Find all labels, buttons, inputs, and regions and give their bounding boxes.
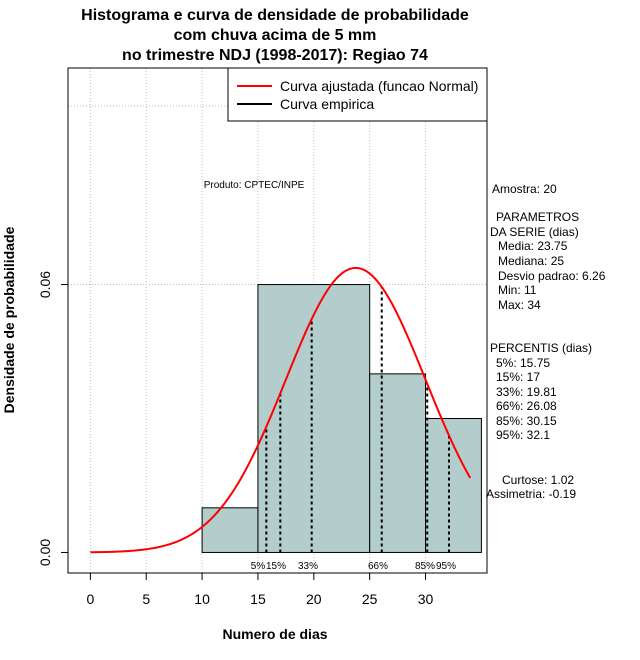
histogram-bar [201, 507, 259, 553]
stats-line: 66%: 26.08 [496, 399, 557, 413]
chart-title-line: no trimestre NDJ (1998-2017): Regiao 74 [122, 47, 428, 64]
stats-line: Max: 34 [498, 298, 541, 312]
stats-line: Amostra: 20 [492, 182, 557, 196]
legend-box [227, 67, 488, 122]
x-tick-label: 20 [306, 591, 322, 607]
stats-line: Assimetria: -0.19 [486, 487, 576, 501]
chart-title-line: com chuva acima de 5 mm [174, 27, 377, 44]
legend-label: Curva empirica [280, 96, 374, 112]
stats-line: 33%: 19.81 [496, 385, 557, 399]
histogram-bar [257, 284, 371, 553]
x-axis-label: Numero de dias [222, 626, 327, 642]
x-tick-label: 25 [362, 591, 378, 607]
x-tick-label: 30 [418, 591, 434, 607]
chart-title-line: Histograma e curva de densidade de proba… [81, 7, 469, 24]
normal-fit-curve [90, 266, 472, 554]
y-tick-label: 0.06 [37, 271, 53, 298]
percentile-label: 85% [415, 561, 435, 572]
stats-line: Curtose: 1.02 [502, 473, 574, 487]
x-tick-label: 5 [142, 591, 150, 607]
stats-line: DA SERIE (dias) [490, 225, 579, 239]
stats-line: PERCENTIS (dias) [490, 341, 592, 355]
legend-label: Curva ajustada (funcao Normal) [280, 78, 478, 94]
stats-line: Desvio padrao: 6.26 [498, 269, 606, 283]
x-tick-label: 0 [86, 591, 94, 607]
histogram-bar [369, 373, 427, 553]
y-axis-label: Densidade de probabilidade [1, 226, 17, 413]
stats-line: 15%: 17 [496, 370, 540, 384]
y-tick-label: 0.00 [37, 539, 53, 566]
stats-line: Min: 11 [498, 283, 537, 297]
percentile-label: 15% [266, 561, 286, 572]
histogram-bar [425, 418, 482, 553]
percentile-label: 66% [368, 561, 388, 572]
stats-line: 95%: 32.1 [496, 428, 550, 442]
x-tick-label: 10 [194, 591, 210, 607]
stats-line: 5%: 15.75 [496, 356, 550, 370]
stats-line: PARAMETROS [496, 210, 579, 224]
product-annotation: Produto: CPTEC/INPE [204, 180, 305, 191]
percentile-label: 33% [298, 561, 318, 572]
x-tick-label: 15 [250, 591, 266, 607]
percentile-label: 5% [251, 561, 266, 572]
percentile-label: 95% [436, 561, 456, 572]
stats-line: Mediana: 25 [498, 254, 564, 268]
stats-line: Media: 23.75 [498, 239, 568, 253]
stats-line: 85%: 30.15 [496, 414, 557, 428]
